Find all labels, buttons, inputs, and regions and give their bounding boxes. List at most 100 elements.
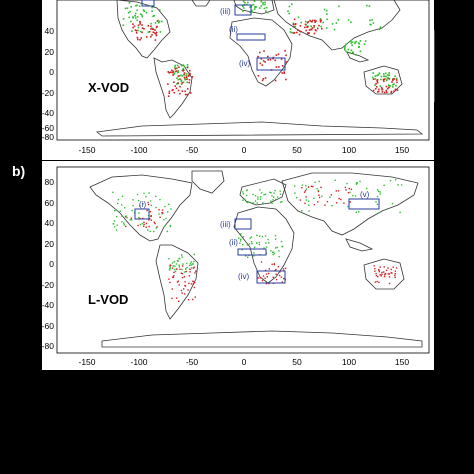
x-tick: 100 (342, 145, 356, 155)
trend-pixel (376, 195, 379, 198)
x-axis-ticks: -150 -100 -50 0 50 100 150 (78, 145, 409, 155)
trend-pixel (369, 23, 371, 26)
trend-pixel (192, 283, 195, 285)
trend-pixel (363, 43, 366, 45)
trend-pixel (266, 276, 268, 278)
trend-pixel (172, 70, 175, 73)
trend-pixel (281, 281, 283, 283)
trend-pixel (184, 281, 186, 283)
trend-pixel (136, 19, 138, 22)
trend-pixel (193, 266, 195, 268)
trend-pixel (335, 22, 338, 24)
trend-pixel (143, 221, 145, 224)
trend-pixel (358, 46, 360, 48)
y-tick: 20 (45, 47, 55, 57)
trend-pixel (158, 21, 160, 24)
region-label-ii: (ii) (229, 238, 238, 247)
trend-pixel (300, 30, 302, 33)
trend-pixel (352, 194, 354, 197)
trend-pixel (379, 274, 381, 276)
trend-pixel (252, 202, 255, 205)
trend-pixel (272, 253, 274, 256)
trend-pixel (171, 71, 174, 74)
trend-pixel (297, 29, 299, 31)
trend-pixel (183, 288, 185, 290)
trend-pixel (351, 44, 353, 47)
trend-pixel (321, 27, 323, 30)
trend-pixel (307, 186, 310, 188)
trend-pixel (325, 27, 328, 29)
trend-pixel (381, 91, 384, 93)
trend-pixel (380, 75, 383, 78)
y-tick: 40 (45, 26, 55, 36)
trend-pixel (267, 55, 269, 58)
trend-pixel (154, 32, 156, 34)
trend-pixel (169, 268, 171, 270)
trend-pixel (345, 43, 347, 45)
trend-pixel (179, 85, 181, 88)
trend-pixel (116, 215, 118, 218)
trend-pixel (271, 263, 273, 266)
trend-pixel (174, 68, 177, 70)
trend-pixel (375, 201, 377, 203)
trend-pixel (283, 72, 285, 74)
trend-pixel (130, 219, 133, 221)
trend-pixel (337, 190, 340, 192)
trend-pixel (264, 61, 266, 63)
trend-pixel (291, 3, 293, 5)
trend-pixel (273, 252, 275, 255)
trend-pixel (272, 57, 274, 60)
trend-pixel (181, 254, 183, 256)
trend-pixel (354, 195, 357, 197)
trend-pixel (152, 31, 155, 33)
trend-pixel (343, 47, 346, 50)
trend-pixel (113, 226, 116, 228)
trend-pixel (182, 265, 184, 267)
trend-pixel (141, 2, 144, 5)
trend-pixel (387, 77, 389, 80)
trend-pixel (388, 273, 390, 275)
trend-pixel (248, 201, 250, 203)
trend-pixel (184, 271, 186, 273)
trend-pixel (181, 292, 183, 294)
trend-pixel (284, 50, 286, 52)
trend-pixel (314, 181, 316, 183)
trend-pixel (161, 20, 163, 23)
trend-pixel (251, 11, 253, 13)
region-label-i: (i) (139, 200, 146, 209)
trend-pixel (314, 21, 316, 24)
trend-pixel (266, 11, 269, 14)
trend-pixel (150, 204, 153, 207)
trend-pixel (395, 79, 398, 81)
trend-pixel (281, 65, 284, 67)
trend-pixel (331, 23, 334, 25)
trend-pixel (155, 195, 157, 198)
greening-pixels (112, 179, 403, 273)
trend-pixel (155, 227, 157, 229)
trend-pixel (137, 38, 139, 41)
trend-pixel (378, 271, 381, 273)
trend-pixel (134, 14, 136, 17)
trend-pixel (149, 211, 152, 213)
trend-pixel (264, 269, 267, 272)
trend-pixel (273, 192, 275, 194)
trend-pixel (152, 28, 155, 30)
trend-pixel (130, 217, 133, 219)
trend-pixel (242, 10, 244, 12)
trend-pixel (272, 251, 275, 253)
trend-pixel (164, 225, 166, 227)
trend-pixel (155, 31, 158, 34)
trend-pixel (369, 19, 371, 22)
trend-pixel (114, 210, 116, 212)
trend-pixel (358, 211, 360, 213)
trend-pixel (329, 196, 331, 198)
trend-pixel (181, 256, 183, 258)
trend-pixel (279, 193, 282, 195)
trend-pixel (167, 211, 169, 213)
trend-pixel (176, 268, 178, 270)
trend-pixel (285, 54, 287, 57)
trend-pixel (132, 26, 134, 29)
trend-pixel (177, 82, 179, 84)
trend-pixel (142, 203, 144, 205)
trend-pixel (310, 185, 313, 187)
